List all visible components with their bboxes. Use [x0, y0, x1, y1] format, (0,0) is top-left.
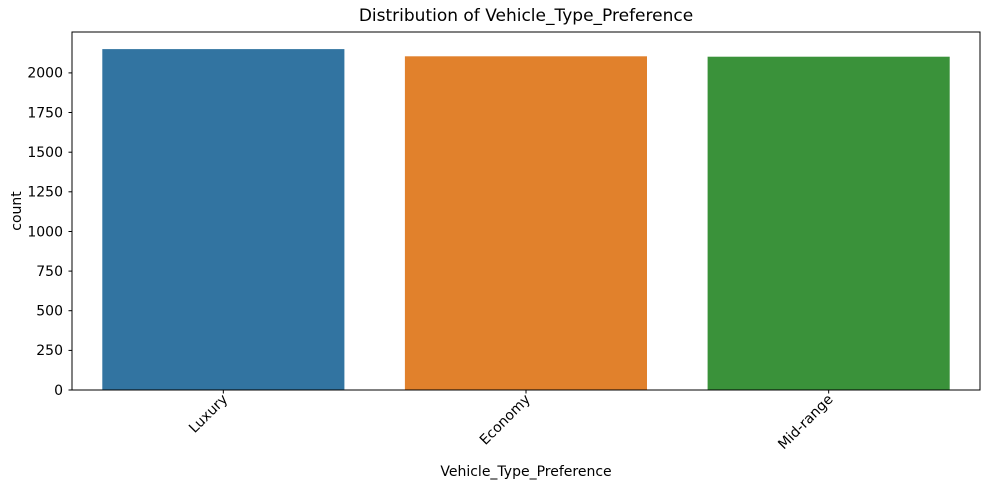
- y-tick-label-750: 750: [36, 264, 63, 280]
- x-axis-label: Vehicle_Type_Preference: [440, 464, 611, 480]
- y-tick-label-500: 500: [36, 304, 63, 320]
- x-tick-label-economy: Economy: [477, 392, 534, 449]
- y-tick-label-1250: 1250: [27, 185, 63, 201]
- y-tick-label-0: 0: [54, 383, 63, 399]
- y-tick-label-250: 250: [36, 343, 63, 359]
- y-tick-label-1000: 1000: [27, 224, 63, 240]
- bar-luxury: [102, 49, 345, 390]
- x-tick-label-luxury: Luxury: [186, 392, 231, 437]
- y-tick-label-2000: 2000: [27, 66, 63, 82]
- y-axis-label: count: [9, 191, 25, 231]
- y-tick-label-1500: 1500: [27, 145, 63, 161]
- chart-title: Distribution of Vehicle_Type_Preference: [359, 6, 693, 26]
- x-axis: Luxury Economy Mid-range: [186, 390, 836, 453]
- bars-group: [102, 49, 950, 391]
- bar-mid-range: [707, 56, 950, 390]
- y-axis: 0 250 500 750 1000 1250 1500 1750 2000: [27, 66, 72, 399]
- x-tick-label-mid-range: Mid-range: [775, 392, 836, 453]
- bar-economy: [404, 56, 647, 391]
- y-tick-label-1750: 1750: [27, 105, 63, 121]
